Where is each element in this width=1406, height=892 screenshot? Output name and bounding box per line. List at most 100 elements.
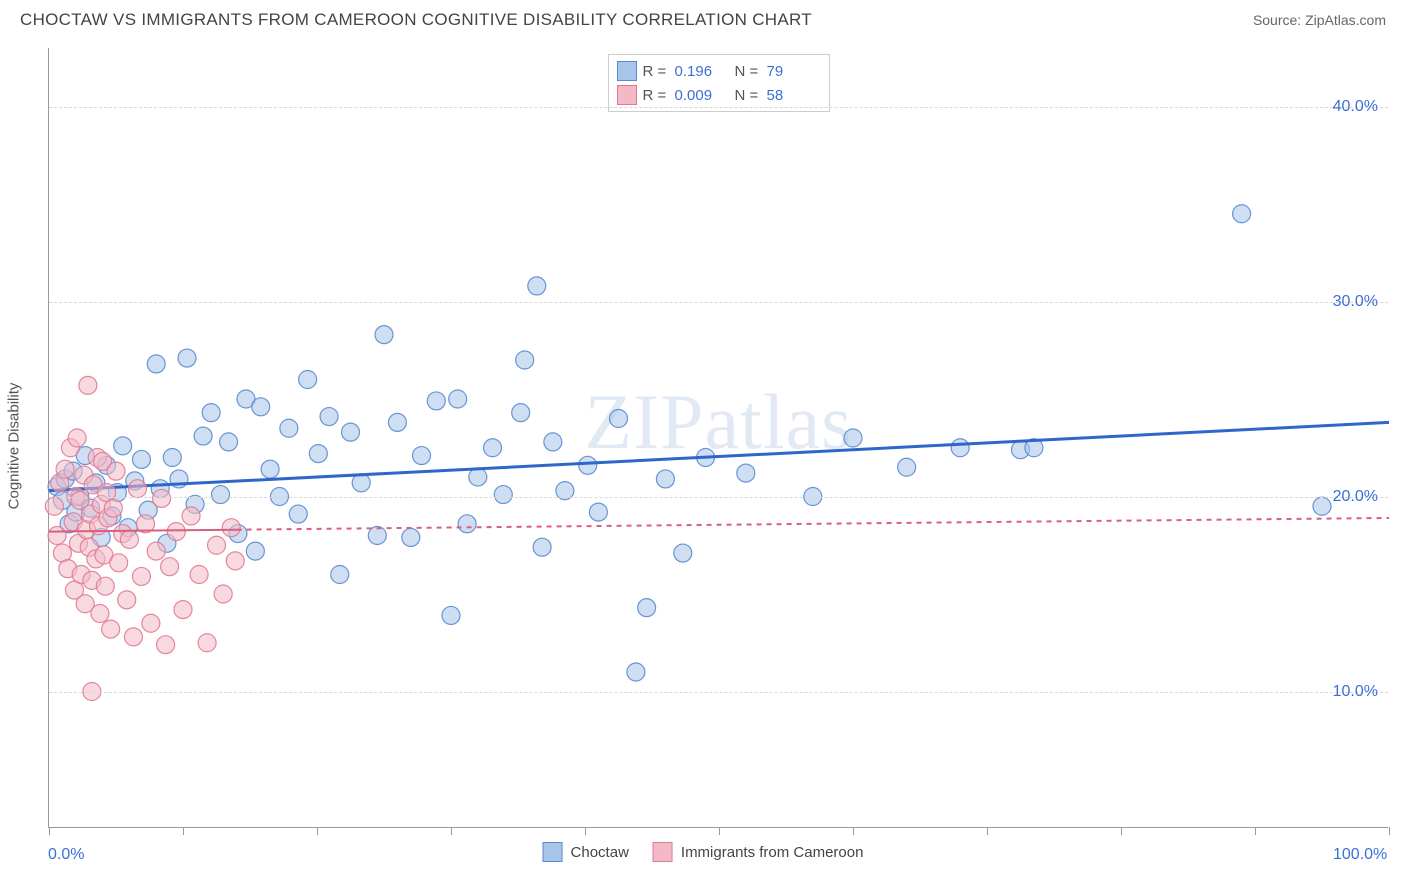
x-tick xyxy=(183,827,184,835)
scatter-point xyxy=(402,528,420,546)
chart-plot-area: ZIPatlas R =0.196N =79R =0.009N =58 10.0… xyxy=(48,48,1388,828)
scatter-point xyxy=(147,542,165,560)
scatter-point xyxy=(45,497,63,515)
scatter-point xyxy=(280,419,298,437)
legend-r-label: R = xyxy=(643,63,669,80)
scatter-plot-svg xyxy=(49,48,1388,827)
scatter-point xyxy=(118,591,136,609)
scatter-point xyxy=(174,601,192,619)
x-tick xyxy=(1121,827,1122,835)
scatter-point xyxy=(48,527,66,545)
scatter-point xyxy=(494,486,512,504)
x-tick xyxy=(853,827,854,835)
legend-row: R = 0.009 N = 58 xyxy=(617,83,821,107)
x-tick xyxy=(585,827,586,835)
legend-n-value: 79 xyxy=(767,63,821,80)
chart-title: CHOCTAW VS IMMIGRANTS FROM CAMEROON COGN… xyxy=(20,10,812,30)
legend-r-label: R = xyxy=(643,87,669,104)
scatter-point xyxy=(320,408,338,426)
y-tick-label: 20.0% xyxy=(1333,488,1378,506)
scatter-point xyxy=(128,480,146,498)
scatter-point xyxy=(427,392,445,410)
scatter-point xyxy=(163,449,181,467)
legend-item: Choctaw xyxy=(543,842,629,862)
correlation-legend: R =0.196N =79R =0.009N =58 xyxy=(608,54,830,112)
scatter-point xyxy=(484,439,502,457)
scatter-point xyxy=(674,544,692,562)
x-tick-label: 0.0% xyxy=(48,846,84,864)
scatter-point xyxy=(342,423,360,441)
x-tick xyxy=(719,827,720,835)
scatter-point xyxy=(579,456,597,474)
scatter-point xyxy=(147,355,165,373)
y-tick-label: 10.0% xyxy=(1333,683,1378,701)
legend-n-value: 58 xyxy=(767,87,821,104)
grid-line xyxy=(49,302,1388,303)
scatter-point xyxy=(512,404,530,422)
scatter-point xyxy=(132,567,150,585)
scatter-point xyxy=(222,519,240,537)
scatter-point xyxy=(289,505,307,523)
scatter-point xyxy=(610,410,628,428)
y-tick-label: 40.0% xyxy=(1333,98,1378,116)
legend-swatch xyxy=(653,842,673,862)
x-tick xyxy=(1389,827,1390,835)
scatter-point xyxy=(91,605,109,623)
trend-line xyxy=(237,518,1389,530)
x-tick xyxy=(317,827,318,835)
scatter-point xyxy=(110,554,128,572)
scatter-point xyxy=(388,413,406,431)
scatter-point xyxy=(1313,497,1331,515)
scatter-point xyxy=(898,458,916,476)
chart-source: Source: ZipAtlas.com xyxy=(1253,12,1386,28)
scatter-point xyxy=(458,515,476,533)
scatter-point xyxy=(142,614,160,632)
legend-swatch xyxy=(617,85,637,105)
scatter-point xyxy=(516,351,534,369)
scatter-point xyxy=(656,470,674,488)
scatter-point xyxy=(246,542,264,560)
grid-line xyxy=(49,497,1388,498)
scatter-point xyxy=(153,489,171,507)
x-tick xyxy=(1255,827,1256,835)
y-axis-title: Cognitive Disability xyxy=(6,383,23,510)
legend-swatch xyxy=(617,61,637,81)
grid-line xyxy=(49,107,1388,108)
scatter-point xyxy=(104,499,122,517)
scatter-point xyxy=(96,577,114,595)
trend-line xyxy=(49,422,1389,490)
legend-label: Choctaw xyxy=(571,844,629,861)
scatter-point xyxy=(299,371,317,389)
x-tick xyxy=(987,827,988,835)
scatter-point xyxy=(589,503,607,521)
scatter-point xyxy=(442,606,460,624)
scatter-point xyxy=(182,507,200,525)
scatter-point xyxy=(331,566,349,584)
scatter-point xyxy=(252,398,270,416)
scatter-point xyxy=(190,566,208,584)
scatter-point xyxy=(413,447,431,465)
scatter-point xyxy=(161,558,179,576)
scatter-point xyxy=(214,585,232,603)
scatter-point xyxy=(220,433,238,451)
scatter-point xyxy=(1233,205,1251,223)
scatter-point xyxy=(544,433,562,451)
scatter-point xyxy=(114,437,132,455)
grid-line xyxy=(49,692,1388,693)
scatter-point xyxy=(124,628,142,646)
scatter-point xyxy=(375,326,393,344)
x-tick-label: 100.0% xyxy=(1333,846,1387,864)
scatter-point xyxy=(157,636,175,654)
scatter-point xyxy=(132,450,150,468)
scatter-point xyxy=(198,634,216,652)
scatter-point xyxy=(528,277,546,295)
legend-r-value: 0.009 xyxy=(675,87,729,104)
scatter-point xyxy=(844,429,862,447)
legend-swatch xyxy=(543,842,563,862)
legend-item: Immigrants from Cameroon xyxy=(653,842,864,862)
scatter-point xyxy=(167,523,185,541)
legend-n-label: N = xyxy=(735,87,761,104)
scatter-point xyxy=(208,536,226,554)
scatter-point xyxy=(261,460,279,478)
scatter-point xyxy=(194,427,212,445)
